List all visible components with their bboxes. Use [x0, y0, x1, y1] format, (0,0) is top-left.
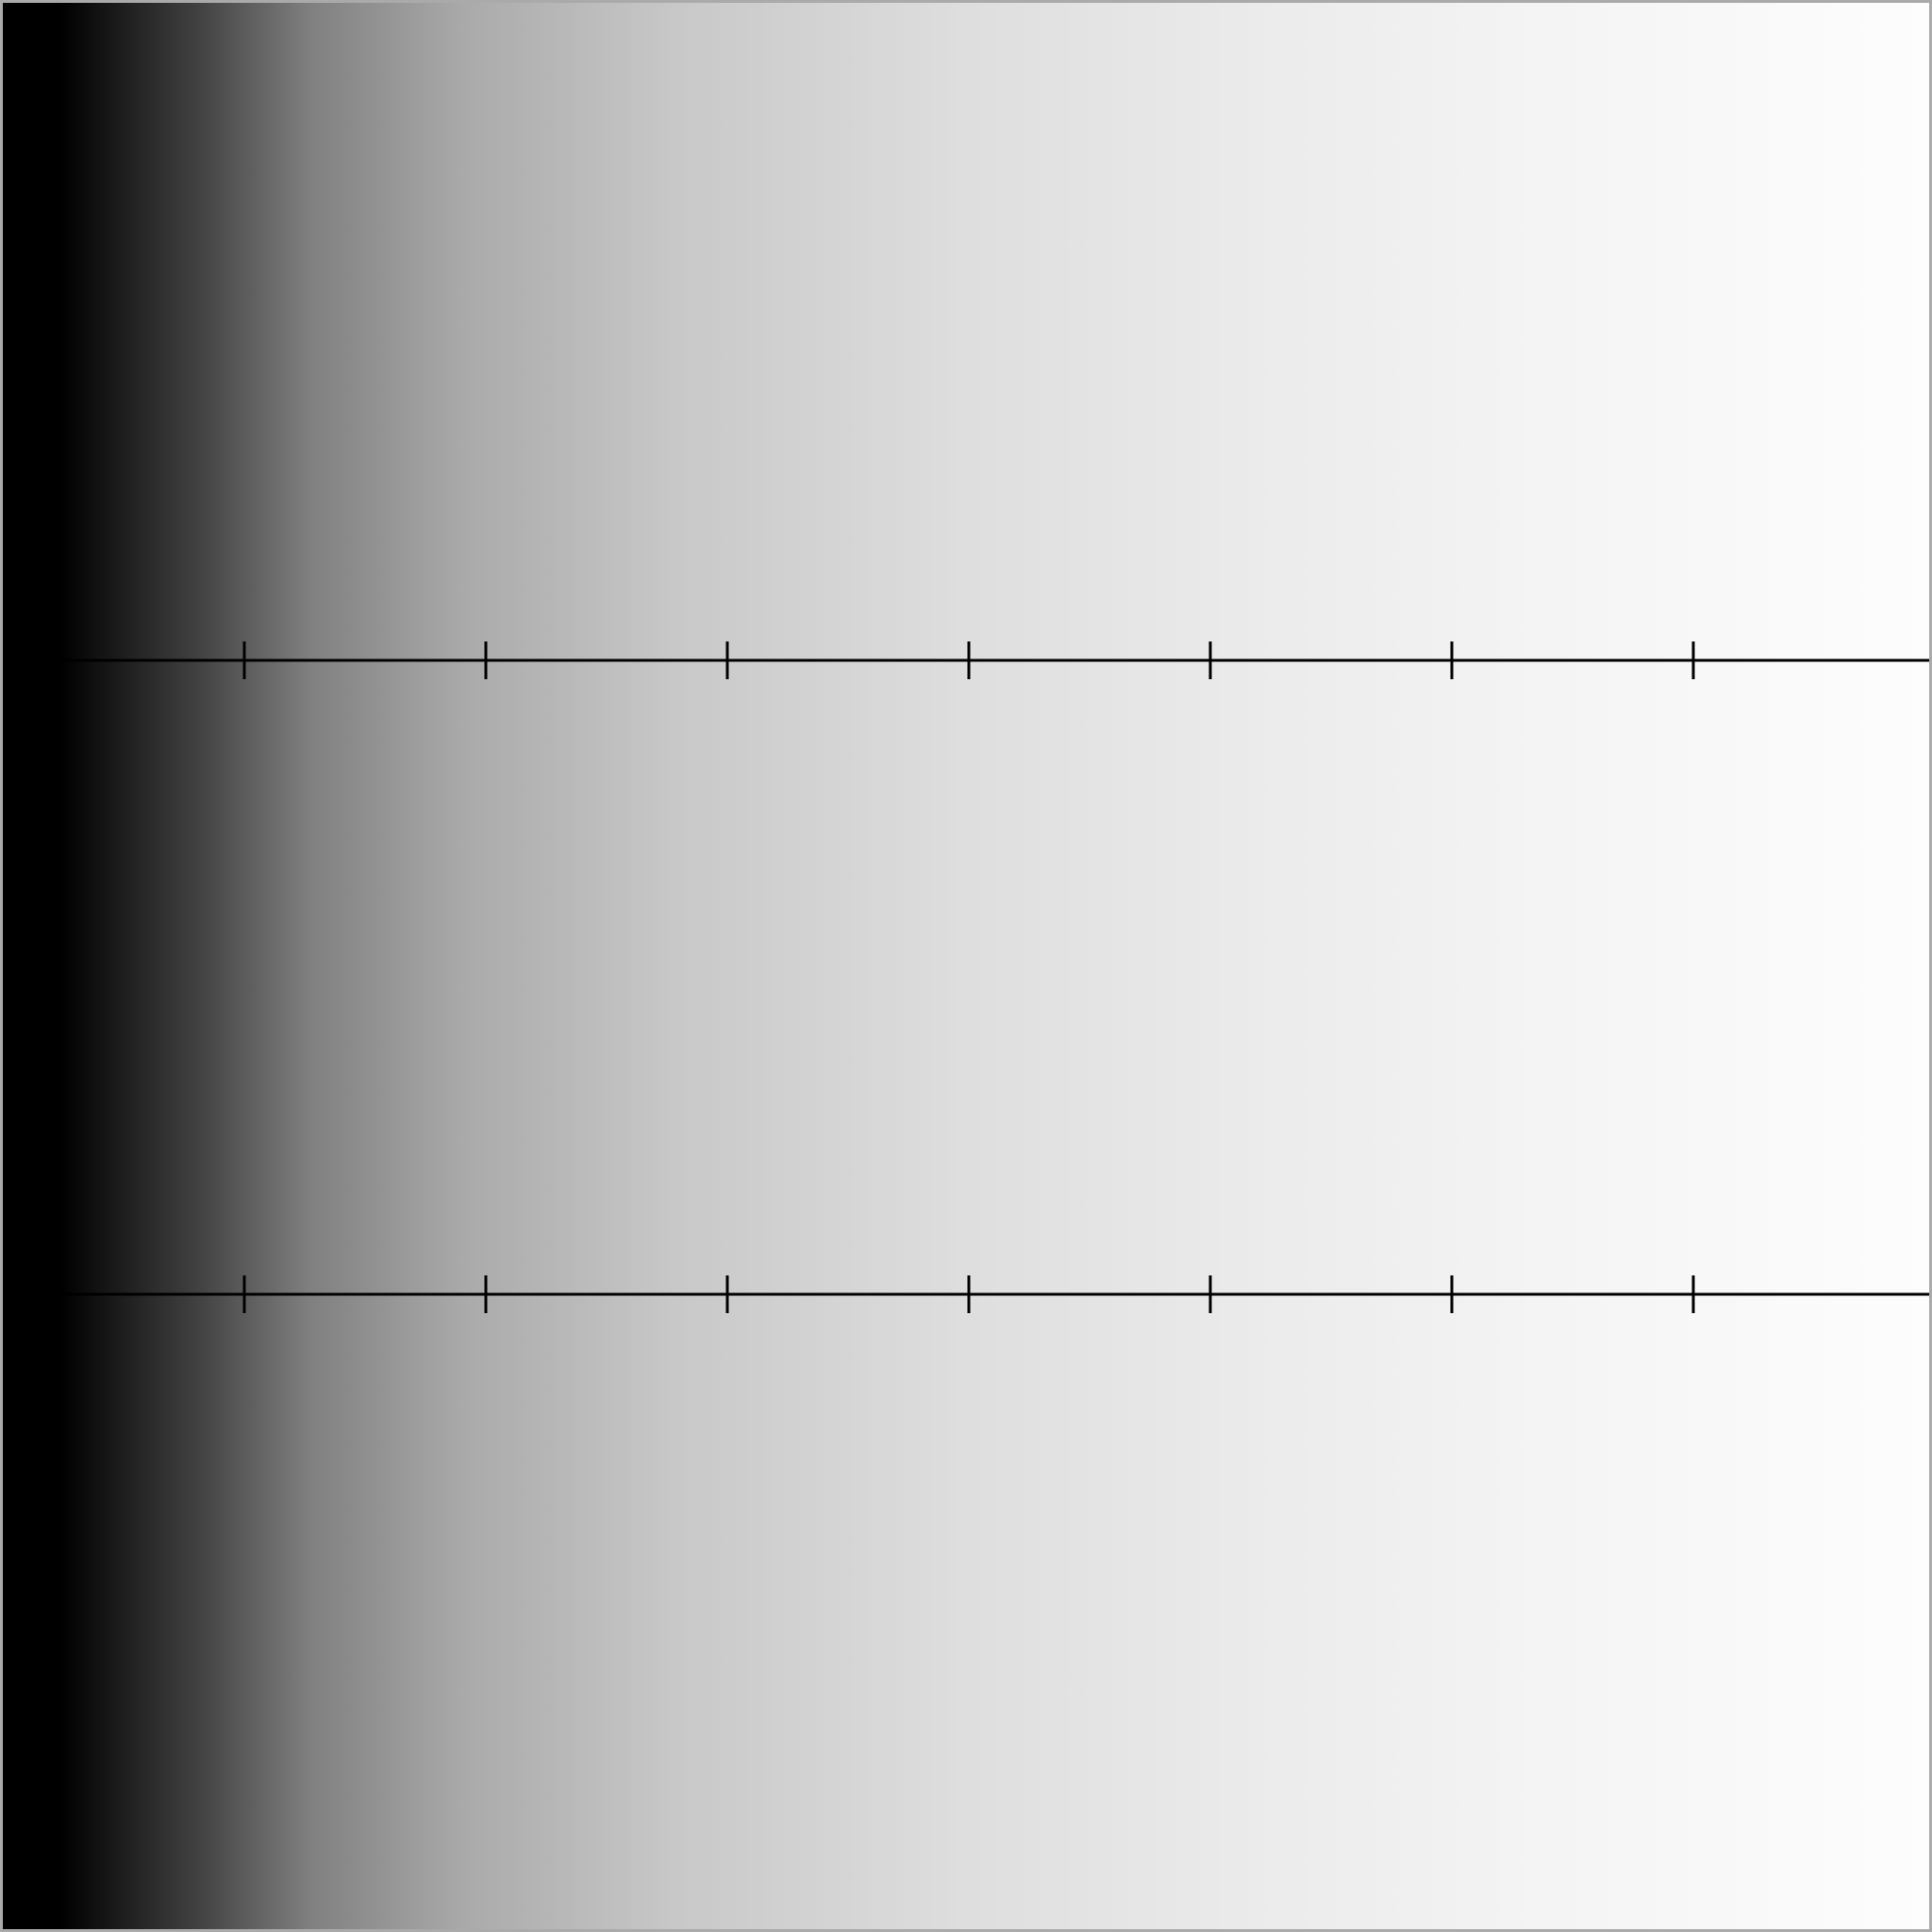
gradient-stage [3, 3, 1929, 1929]
ruler-upper [3, 641, 1929, 679]
ruler-lower [3, 1275, 1929, 1313]
rulers-layer [3, 641, 1929, 1313]
grayscale-gradient-background [3, 3, 1929, 1929]
